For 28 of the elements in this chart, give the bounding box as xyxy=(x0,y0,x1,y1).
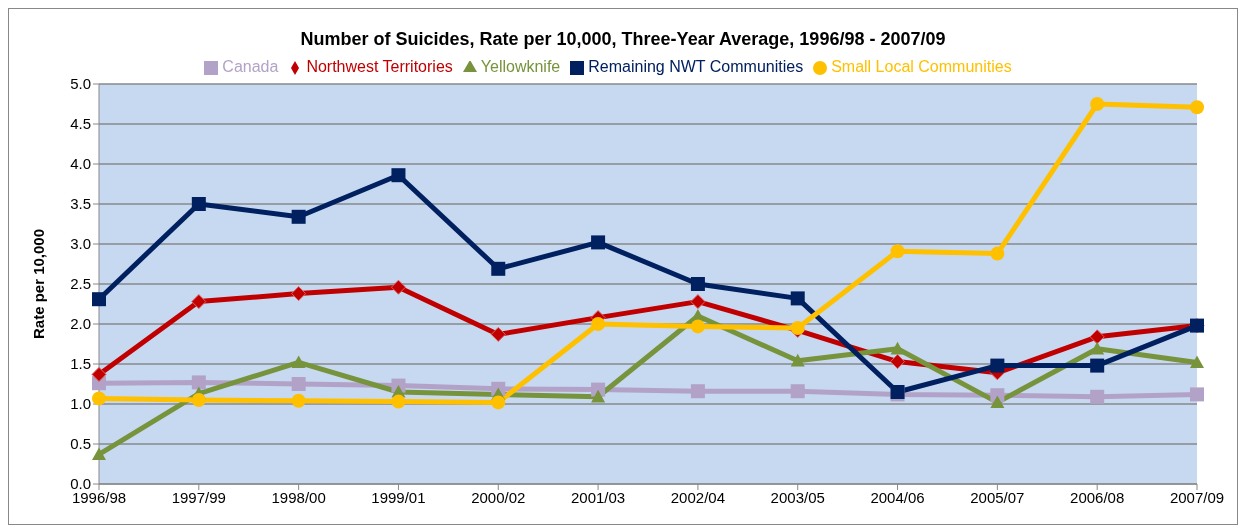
legend-label: Northwest Territories xyxy=(306,58,453,75)
y-tick-label: 1.0 xyxy=(70,395,91,413)
y-tick-label: 2.5 xyxy=(70,275,91,293)
y-tick-label: 3.5 xyxy=(70,195,91,213)
y-tick-label: 2.0 xyxy=(70,315,91,333)
y-tick-label: 0.5 xyxy=(70,435,91,453)
y-tick-label: 4.0 xyxy=(70,155,91,173)
chart-title: Number of Suicides, Rate per 10,000, Three-Year Average, 1996/98 - 2007/09 xyxy=(299,28,947,51)
x-tick-label: 2006/08 xyxy=(1070,488,1125,506)
x-tick-label: 2005/07 xyxy=(970,488,1025,506)
legend-label: Remaining NWT Communities xyxy=(588,58,804,75)
y-tick-label: 5.0 xyxy=(70,75,91,93)
x-tick-label: 2002/04 xyxy=(670,488,726,506)
y-tick-label: 4.5 xyxy=(70,115,91,133)
x-tick-label: 2007/09 xyxy=(1169,488,1225,506)
x-tick-label: 2003/05 xyxy=(770,488,825,506)
x-tick-label: 2001/03 xyxy=(570,488,626,506)
x-tick-label: 1999/01 xyxy=(371,488,426,506)
x-tick-label: 1997/99 xyxy=(171,488,226,506)
legend-label: Yellowknife xyxy=(480,58,561,75)
x-tick-label: 2000/02 xyxy=(471,488,526,506)
legend-label: Small Local Communities xyxy=(831,58,1012,75)
x-tick-label: 2004/06 xyxy=(870,488,925,506)
y-axis-title: Rate per 10,000 xyxy=(30,228,48,340)
x-tick-label: 1998/00 xyxy=(271,488,326,506)
y-tick-label: 1.5 xyxy=(70,355,91,373)
legend-label: Canada xyxy=(222,58,279,75)
y-tick-label: 3.0 xyxy=(70,235,91,253)
